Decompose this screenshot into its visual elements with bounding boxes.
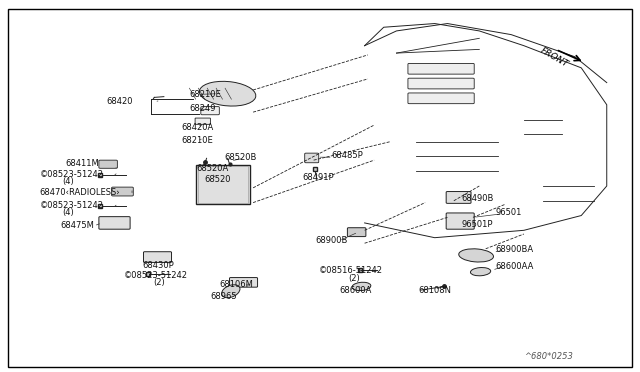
Text: 68520A: 68520A bbox=[196, 164, 228, 173]
FancyBboxPatch shape bbox=[196, 165, 250, 204]
FancyBboxPatch shape bbox=[408, 78, 474, 89]
Text: 68520B: 68520B bbox=[225, 153, 257, 162]
FancyBboxPatch shape bbox=[408, 93, 474, 104]
Text: ©08523-51242: ©08523-51242 bbox=[124, 271, 188, 280]
Text: ©08516-51242: ©08516-51242 bbox=[319, 266, 383, 275]
Text: 96501: 96501 bbox=[495, 208, 522, 217]
Text: 68210E: 68210E bbox=[189, 90, 221, 99]
Ellipse shape bbox=[470, 267, 491, 276]
Text: 68490B: 68490B bbox=[461, 195, 494, 203]
Ellipse shape bbox=[459, 249, 493, 262]
Text: ©08523-51242: ©08523-51242 bbox=[40, 170, 104, 179]
Ellipse shape bbox=[200, 81, 256, 106]
FancyBboxPatch shape bbox=[446, 213, 474, 229]
Text: 96501P: 96501P bbox=[461, 220, 493, 229]
Ellipse shape bbox=[221, 285, 240, 298]
FancyBboxPatch shape bbox=[195, 118, 211, 124]
Text: ^680*0253: ^680*0253 bbox=[524, 352, 573, 361]
FancyBboxPatch shape bbox=[143, 252, 172, 262]
Text: 68475M: 68475M bbox=[60, 221, 94, 230]
Text: 68420A: 68420A bbox=[181, 123, 213, 132]
FancyBboxPatch shape bbox=[198, 166, 248, 203]
FancyBboxPatch shape bbox=[201, 107, 220, 115]
FancyBboxPatch shape bbox=[348, 228, 366, 237]
Text: 68900BA: 68900BA bbox=[495, 245, 533, 254]
Text: 68411M: 68411M bbox=[65, 158, 99, 168]
Text: FRONT: FRONT bbox=[539, 46, 570, 69]
Text: 68210E: 68210E bbox=[181, 137, 213, 145]
Text: 68491P: 68491P bbox=[302, 173, 334, 182]
FancyBboxPatch shape bbox=[99, 217, 130, 229]
Text: 68420: 68420 bbox=[106, 97, 133, 106]
Text: 68106M: 68106M bbox=[220, 280, 253, 289]
Text: 68470‹RADIOLESS›: 68470‹RADIOLESS› bbox=[40, 188, 120, 197]
Text: (4): (4) bbox=[62, 177, 74, 186]
Text: (4): (4) bbox=[62, 208, 74, 217]
Ellipse shape bbox=[352, 282, 371, 291]
Text: 68108N: 68108N bbox=[419, 286, 452, 295]
FancyBboxPatch shape bbox=[446, 192, 471, 203]
Text: 68485P: 68485P bbox=[332, 151, 364, 160]
Text: 68600AA: 68600AA bbox=[495, 262, 534, 271]
FancyBboxPatch shape bbox=[305, 153, 319, 163]
Text: 68600A: 68600A bbox=[339, 286, 371, 295]
FancyBboxPatch shape bbox=[230, 278, 257, 287]
Text: 68249: 68249 bbox=[189, 104, 216, 113]
Text: (2): (2) bbox=[153, 278, 164, 287]
FancyBboxPatch shape bbox=[99, 160, 117, 168]
Text: (2): (2) bbox=[349, 274, 360, 283]
FancyBboxPatch shape bbox=[111, 187, 133, 196]
Text: ©08523-51242: ©08523-51242 bbox=[40, 201, 104, 210]
Text: 68900B: 68900B bbox=[315, 236, 348, 245]
Text: 68965: 68965 bbox=[211, 292, 237, 301]
Text: 68520: 68520 bbox=[204, 175, 230, 184]
FancyBboxPatch shape bbox=[408, 63, 474, 74]
Text: 68430P: 68430P bbox=[143, 261, 175, 270]
